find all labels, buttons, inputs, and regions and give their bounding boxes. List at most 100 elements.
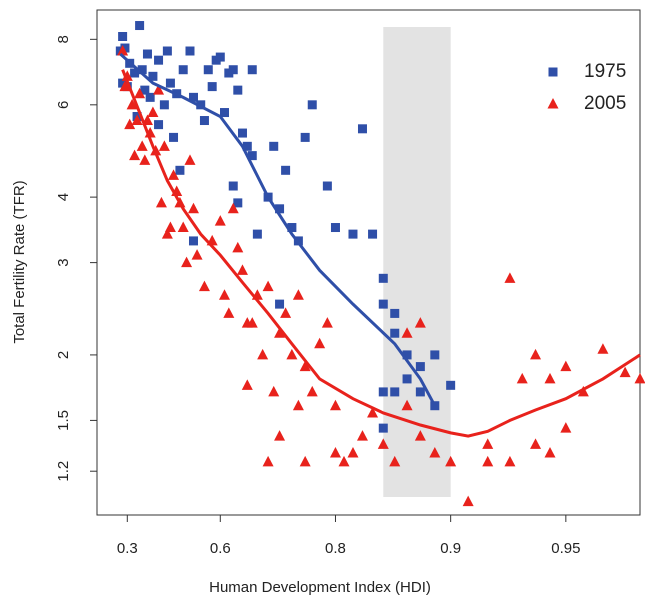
point [169, 132, 179, 142]
y-tick-label: 4 [55, 193, 72, 201]
point [281, 165, 291, 175]
point [378, 273, 388, 283]
point [329, 399, 341, 411]
point [275, 204, 285, 214]
point [619, 366, 631, 378]
point [227, 202, 239, 214]
point [199, 116, 209, 126]
point [429, 446, 441, 458]
x-axis-title: Human Development Index (HDI) [209, 579, 431, 596]
point [482, 455, 494, 467]
point [164, 221, 176, 233]
point [504, 272, 516, 283]
point [445, 455, 457, 467]
point [184, 154, 196, 165]
point [299, 360, 311, 372]
point [218, 289, 230, 300]
point [165, 78, 175, 88]
point [233, 85, 243, 95]
point [140, 85, 150, 95]
point [158, 140, 170, 151]
x-tick-label: 0.95 [551, 540, 580, 557]
point [232, 241, 244, 253]
point [117, 45, 129, 56]
point [402, 374, 412, 384]
point [215, 52, 225, 62]
point [504, 455, 516, 467]
point [338, 455, 350, 467]
point [377, 438, 389, 449]
point [228, 65, 238, 75]
point [181, 256, 193, 268]
point [153, 84, 165, 95]
point [274, 430, 286, 441]
y-axis-title: Total Fertility Rate (TFR) [11, 180, 28, 343]
point [347, 446, 359, 458]
point [516, 372, 528, 384]
point [462, 495, 474, 507]
point [356, 430, 368, 441]
point [634, 372, 645, 384]
trend-line [121, 69, 641, 438]
point [292, 399, 304, 411]
point [268, 385, 280, 397]
point [348, 229, 358, 239]
point [252, 229, 262, 239]
point [242, 141, 252, 151]
point [577, 385, 589, 397]
point [168, 169, 180, 180]
point [402, 350, 412, 360]
legend-label: 1975 [584, 61, 626, 82]
point [148, 71, 158, 81]
point [378, 387, 388, 397]
point [214, 215, 226, 226]
point [118, 78, 128, 88]
point [430, 350, 440, 360]
point [247, 151, 257, 161]
point [142, 49, 152, 59]
point [129, 149, 141, 161]
y-tick-label: 1.5 [55, 410, 72, 431]
point [241, 379, 253, 390]
point [136, 140, 148, 151]
point [228, 181, 238, 191]
point [544, 372, 556, 384]
trend-line [119, 52, 437, 407]
point [154, 55, 164, 65]
point [280, 307, 292, 318]
point [188, 92, 198, 102]
point [292, 289, 304, 300]
highlight-band [383, 27, 451, 497]
point [203, 65, 213, 75]
point [139, 154, 151, 165]
point [597, 343, 609, 354]
point [257, 348, 269, 360]
point [262, 455, 274, 467]
point [246, 317, 258, 328]
point [134, 87, 146, 99]
point [247, 65, 257, 75]
point [185, 46, 195, 56]
point [175, 165, 185, 175]
point [560, 360, 572, 372]
point [401, 399, 413, 411]
point [389, 455, 401, 467]
point [530, 348, 542, 360]
point [530, 438, 542, 449]
point [314, 337, 326, 349]
point [321, 317, 333, 328]
point [560, 422, 572, 433]
x-tick-label: 0.9 [440, 540, 461, 557]
point [135, 21, 145, 31]
point [269, 141, 279, 151]
y-tick-label: 2 [55, 351, 72, 359]
point [233, 198, 243, 208]
point [414, 430, 426, 441]
point [187, 202, 199, 214]
y-tick-label: 6 [55, 101, 72, 109]
point [191, 249, 203, 260]
point [147, 106, 159, 118]
point [378, 299, 388, 309]
point [414, 317, 426, 328]
